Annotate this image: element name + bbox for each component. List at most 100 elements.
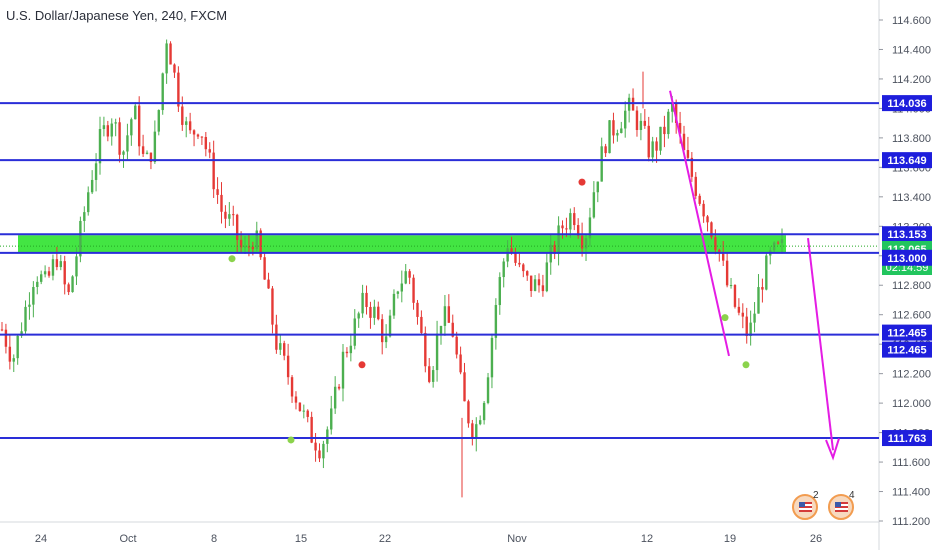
- candle-body: [12, 358, 15, 362]
- candle-body: [471, 423, 474, 439]
- candle-body: [341, 351, 345, 389]
- level-label-text: 112.465: [887, 328, 926, 340]
- y-tick-label: 112.800: [892, 280, 931, 292]
- level-label-text: 112.465: [887, 345, 926, 357]
- candle-body: [314, 442, 317, 451]
- candle-body: [482, 402, 486, 421]
- event-count: 2: [813, 490, 819, 501]
- candle-body: [134, 105, 137, 120]
- candle-body: [365, 292, 368, 307]
- candle-body: [737, 306, 741, 313]
- candle-body: [663, 126, 666, 135]
- candle-body: [118, 122, 121, 155]
- candle-body: [612, 120, 615, 136]
- candle-body: [353, 318, 356, 346]
- candle-body: [165, 43, 168, 74]
- candle-body: [647, 125, 650, 158]
- candle-body: [196, 134, 200, 137]
- candle-body: [318, 450, 321, 459]
- candle-body: [381, 319, 384, 343]
- candle-body: [761, 287, 764, 290]
- candle-body: [71, 276, 74, 293]
- candle-body: [490, 337, 494, 378]
- candle-body: [588, 217, 592, 239]
- candle-body: [98, 129, 102, 164]
- candle-body: [537, 279, 541, 286]
- candle-body: [557, 225, 560, 254]
- candle-body: [475, 424, 478, 439]
- candle-body: [36, 281, 39, 288]
- x-tick-label: 12: [641, 533, 653, 545]
- candle-body: [533, 279, 537, 291]
- candle-body: [392, 293, 396, 316]
- trend-lines: [669, 90, 840, 461]
- event-count: 4: [849, 490, 855, 501]
- y-tick-label: 111.600: [892, 457, 930, 469]
- candle-body: [494, 305, 498, 338]
- candle-body: [87, 192, 90, 213]
- candle-body: [725, 260, 729, 286]
- level-label: [882, 226, 932, 243]
- candle-body: [32, 287, 35, 305]
- level-label: [882, 152, 932, 169]
- candle-body: [322, 443, 325, 459]
- candle-body: [722, 253, 725, 261]
- candle-body: [596, 181, 599, 193]
- candle-body: [306, 410, 309, 417]
- level-label-text: 113.000: [887, 253, 926, 265]
- y-tick-label: 113.800: [892, 133, 931, 145]
- candle-body: [28, 304, 31, 307]
- candle-body: [149, 152, 153, 163]
- candle-body: [141, 146, 145, 154]
- candle-body: [188, 121, 192, 131]
- candle-body: [498, 277, 501, 306]
- candle-body: [67, 284, 70, 293]
- arrow-head-icon: [825, 438, 840, 461]
- us-event-icon[interactable]: 4: [828, 490, 855, 520]
- us-event-icon[interactable]: 2: [792, 490, 819, 520]
- candle-body: [757, 287, 760, 314]
- candle-body: [388, 315, 392, 337]
- candles: [0, 39, 784, 498]
- candle-body: [106, 125, 110, 137]
- candle-body: [467, 401, 470, 424]
- level-label-text: 114.036: [887, 98, 926, 110]
- candle-body: [624, 110, 627, 129]
- candle-body: [169, 43, 172, 65]
- level-label: [882, 95, 932, 112]
- x-tick-label: 8: [211, 533, 217, 545]
- forecast-arrow[interactable]: [807, 237, 834, 451]
- candle-body: [694, 176, 697, 196]
- candle-body: [39, 274, 43, 282]
- candle-body: [224, 211, 227, 219]
- candle-body: [239, 239, 243, 248]
- x-tick-label: Oct: [119, 533, 136, 545]
- candle-body: [776, 242, 780, 244]
- x-tick-label: 26: [810, 533, 822, 545]
- candle-body: [185, 121, 188, 125]
- us-flag-icon: [799, 502, 812, 512]
- candle-body: [263, 257, 266, 280]
- candle-body: [102, 125, 106, 130]
- candle-body: [157, 110, 160, 132]
- candle-body: [545, 262, 549, 292]
- candle-body: [122, 151, 125, 155]
- candle-body: [443, 306, 447, 326]
- candle-body: [302, 410, 306, 412]
- candle-body: [478, 420, 482, 425]
- candle-body: [377, 306, 380, 320]
- x-tick-label: Nov: [507, 533, 527, 545]
- level-label-text: 113.153: [887, 229, 926, 241]
- us-flag-icon: [835, 502, 848, 512]
- candle-body: [55, 259, 59, 268]
- support-resistance-zone[interactable]: [18, 235, 786, 253]
- candle-body: [526, 271, 529, 276]
- candle-body: [651, 141, 654, 158]
- candle-body: [620, 128, 623, 134]
- candle-body: [0, 329, 4, 331]
- trend-line[interactable]: [669, 90, 730, 357]
- candle-body: [686, 150, 690, 158]
- candle-body: [333, 386, 337, 409]
- candle-body: [408, 271, 411, 278]
